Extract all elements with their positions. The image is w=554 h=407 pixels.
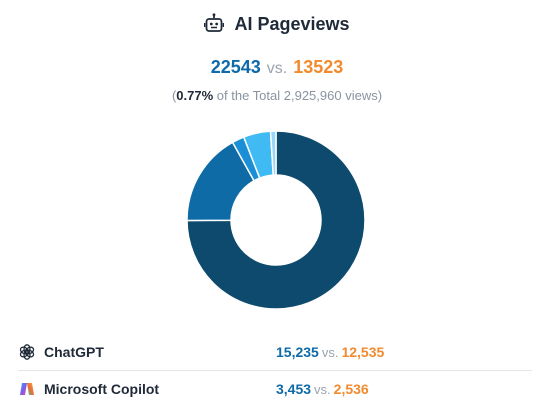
current-total: 22543 bbox=[210, 57, 261, 77]
card-header: AI Pageviews bbox=[0, 10, 554, 38]
donut-chart bbox=[185, 129, 367, 311]
copilot-icon bbox=[18, 380, 36, 398]
source-values: 3,453 vs. 2,536 bbox=[276, 381, 369, 397]
donut-slice-chatgpt[interactable] bbox=[186, 130, 366, 310]
source-name: ChatGPT bbox=[44, 344, 104, 360]
vs-label: vs. bbox=[321, 345, 339, 360]
source-row-microsoft-copilot[interactable]: Microsoft Copilot 3,453 vs. 2,536 bbox=[18, 371, 532, 407]
chatgpt-icon bbox=[18, 343, 36, 361]
source-current-value: 3,453 bbox=[276, 381, 312, 397]
share-percent: 0.77% bbox=[176, 88, 214, 103]
source-name: Microsoft Copilot bbox=[44, 381, 160, 397]
share-of-total: (0.77% of the Total 2,925,960 views) bbox=[0, 88, 554, 103]
source-row-chatgpt[interactable]: ChatGPT 15,235 vs. 12,535 bbox=[18, 334, 532, 371]
donut-slice-other-3[interactable] bbox=[269, 130, 277, 176]
share-open-paren: ( bbox=[171, 88, 177, 103]
previous-total: 13523 bbox=[293, 57, 344, 77]
pageviews-comparison: 22543 vs. 13523 bbox=[0, 57, 554, 78]
share-text: of the Total 2,925,960 views) bbox=[216, 88, 383, 103]
source-values: 15,235 vs. 12,535 bbox=[276, 344, 384, 360]
source-previous-value: 2,536 bbox=[333, 381, 369, 397]
donut-chart-svg bbox=[186, 130, 366, 310]
card-title: AI Pageviews bbox=[234, 13, 350, 34]
vs-label: vs. bbox=[314, 382, 331, 397]
source-current-value: 15,235 bbox=[276, 344, 319, 360]
robot-icon bbox=[204, 13, 225, 35]
source-previous-value: 12,535 bbox=[341, 344, 385, 360]
vs-label: vs. bbox=[266, 60, 288, 77]
